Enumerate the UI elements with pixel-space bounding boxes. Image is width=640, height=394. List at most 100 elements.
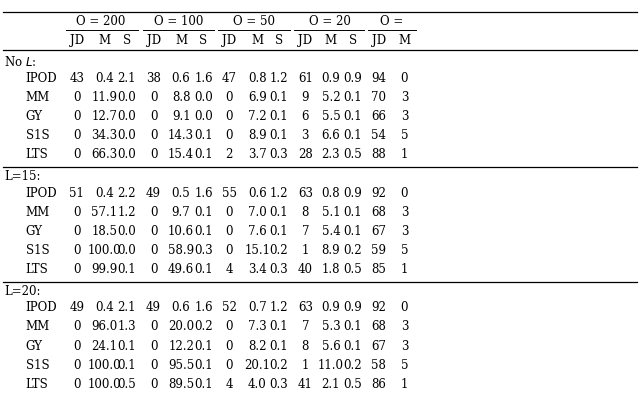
Text: 34.3: 34.3 <box>91 129 118 142</box>
Text: 1: 1 <box>301 359 309 372</box>
Text: LTS: LTS <box>26 149 49 162</box>
Text: 0.1: 0.1 <box>269 206 289 219</box>
Text: JD: JD <box>70 34 84 47</box>
Text: LTS: LTS <box>26 378 49 391</box>
Text: 100.0: 100.0 <box>88 378 121 391</box>
Text: 0.0: 0.0 <box>117 110 136 123</box>
Text: 54: 54 <box>371 129 387 142</box>
Text: 0.2: 0.2 <box>269 244 289 257</box>
Text: 6.6: 6.6 <box>321 129 340 142</box>
Text: IPOD: IPOD <box>26 187 57 200</box>
Text: 8.2: 8.2 <box>248 340 266 353</box>
Text: 8: 8 <box>301 340 309 353</box>
Text: 14.3: 14.3 <box>168 129 194 142</box>
Text: 5.1: 5.1 <box>321 206 340 219</box>
Text: 0: 0 <box>150 263 157 276</box>
Text: 0.2: 0.2 <box>269 359 289 372</box>
Text: 6: 6 <box>301 110 309 123</box>
Text: 47: 47 <box>221 72 237 85</box>
Text: S: S <box>275 34 283 47</box>
Text: 9: 9 <box>301 91 309 104</box>
Text: 24.1: 24.1 <box>92 340 117 353</box>
Text: 63: 63 <box>298 187 313 200</box>
Text: S1S: S1S <box>26 129 49 142</box>
Text: 49: 49 <box>146 301 161 314</box>
Text: 0.1: 0.1 <box>269 320 289 333</box>
Text: 59: 59 <box>371 244 387 257</box>
Text: 5.4: 5.4 <box>321 225 340 238</box>
Text: 0: 0 <box>225 320 233 333</box>
Text: 0.1: 0.1 <box>343 129 362 142</box>
Text: 0.0: 0.0 <box>117 91 136 104</box>
Text: 0: 0 <box>150 149 157 162</box>
Text: 3.7: 3.7 <box>248 149 267 162</box>
Text: 0.5: 0.5 <box>343 378 362 391</box>
Text: 0.9: 0.9 <box>321 301 340 314</box>
Text: 100.0: 100.0 <box>88 359 121 372</box>
Text: 7.2: 7.2 <box>248 110 267 123</box>
Text: M: M <box>399 34 410 47</box>
Text: IPOD: IPOD <box>26 72 57 85</box>
Text: M: M <box>252 34 263 47</box>
Text: 0.9: 0.9 <box>321 72 340 85</box>
Text: 8.9: 8.9 <box>248 129 267 142</box>
Text: 2: 2 <box>225 149 233 162</box>
Text: 85: 85 <box>371 263 387 276</box>
Text: 1.2: 1.2 <box>270 72 288 85</box>
Text: 0: 0 <box>73 378 81 391</box>
Text: 3: 3 <box>401 340 408 353</box>
Text: 15.1: 15.1 <box>244 244 270 257</box>
Text: 0: 0 <box>73 244 81 257</box>
Text: 0.8: 0.8 <box>248 72 267 85</box>
Text: 0.1: 0.1 <box>194 206 213 219</box>
Text: 51: 51 <box>69 187 84 200</box>
Text: 0.1: 0.1 <box>194 378 213 391</box>
Text: IPOD: IPOD <box>26 301 57 314</box>
Text: 0.1: 0.1 <box>343 91 362 104</box>
Text: O =: O = <box>380 15 403 28</box>
Text: S: S <box>200 34 207 47</box>
Text: 6.9: 6.9 <box>248 91 267 104</box>
Text: 0: 0 <box>225 244 233 257</box>
Text: 0.2: 0.2 <box>343 359 362 372</box>
Text: 0.2: 0.2 <box>194 320 213 333</box>
Text: 61: 61 <box>298 72 313 85</box>
Text: 86: 86 <box>371 378 387 391</box>
Text: 0: 0 <box>150 340 157 353</box>
Text: 7.6: 7.6 <box>248 225 267 238</box>
Text: 0.4: 0.4 <box>95 72 114 85</box>
Text: GY: GY <box>26 110 43 123</box>
Text: 0.0: 0.0 <box>117 149 136 162</box>
Text: LTS: LTS <box>26 263 49 276</box>
Text: 49: 49 <box>69 301 84 314</box>
Text: 5.2: 5.2 <box>321 91 340 104</box>
Text: 38: 38 <box>146 72 161 85</box>
Text: MM: MM <box>26 91 50 104</box>
Text: 0.1: 0.1 <box>343 110 362 123</box>
Text: 0: 0 <box>73 110 81 123</box>
Text: 5: 5 <box>401 129 408 142</box>
Text: 0: 0 <box>150 129 157 142</box>
Text: L=20:: L=20: <box>4 285 41 298</box>
Text: 88: 88 <box>371 149 387 162</box>
Text: 66.3: 66.3 <box>91 149 118 162</box>
Text: M: M <box>325 34 337 47</box>
Text: 100.0: 100.0 <box>88 244 121 257</box>
Text: 0.5: 0.5 <box>343 263 362 276</box>
Text: 94: 94 <box>371 72 387 85</box>
Text: 0.1: 0.1 <box>269 129 289 142</box>
Text: 0: 0 <box>150 225 157 238</box>
Text: 49.6: 49.6 <box>168 263 195 276</box>
Text: 0.6: 0.6 <box>172 72 191 85</box>
Text: O = 100: O = 100 <box>154 15 204 28</box>
Text: 70: 70 <box>371 91 387 104</box>
Text: 1.6: 1.6 <box>194 72 213 85</box>
Text: 0.9: 0.9 <box>343 72 362 85</box>
Text: 0.1: 0.1 <box>117 359 136 372</box>
Text: 0.1: 0.1 <box>343 320 362 333</box>
Text: 0.6: 0.6 <box>248 187 267 200</box>
Text: 0: 0 <box>73 225 81 238</box>
Text: 0.8: 0.8 <box>321 187 340 200</box>
Text: O = 50: O = 50 <box>233 15 275 28</box>
Text: 0.7: 0.7 <box>248 301 267 314</box>
